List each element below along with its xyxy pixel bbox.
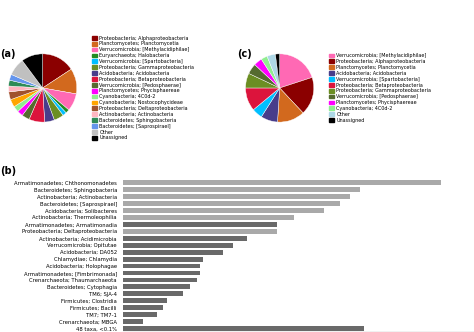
Bar <box>123 298 167 303</box>
Wedge shape <box>43 88 55 122</box>
Wedge shape <box>280 77 314 113</box>
Wedge shape <box>9 88 43 100</box>
Wedge shape <box>9 80 43 88</box>
Wedge shape <box>261 88 280 122</box>
Bar <box>123 285 190 289</box>
Wedge shape <box>267 54 280 88</box>
Wedge shape <box>9 86 43 92</box>
Wedge shape <box>43 88 69 113</box>
Wedge shape <box>18 88 43 115</box>
Wedge shape <box>43 54 71 88</box>
Wedge shape <box>43 88 76 110</box>
Text: (c): (c) <box>237 49 252 59</box>
Bar <box>123 236 247 241</box>
Legend: Proteobacteria; Alphaproteobacteria, Planctomycetes; Planctomycetia, Verrucomicr: Proteobacteria; Alphaproteobacteria, Pla… <box>92 36 194 140</box>
Bar <box>123 264 200 269</box>
Wedge shape <box>246 88 280 110</box>
Wedge shape <box>277 88 303 122</box>
Legend: Verrucomicrobia; [Methylacidiphilae], Proteobacteria; Alphaproteobacteria, Planc: Verrucomicrobia; [Methylacidiphilae], Pr… <box>329 53 431 123</box>
Wedge shape <box>254 88 280 117</box>
Wedge shape <box>14 88 43 112</box>
Bar <box>123 326 364 331</box>
Bar <box>123 257 203 262</box>
Text: (b): (b) <box>0 166 17 176</box>
Bar <box>123 271 200 276</box>
Wedge shape <box>29 88 45 122</box>
Bar <box>123 194 350 199</box>
Wedge shape <box>11 61 43 88</box>
Bar <box>123 319 143 324</box>
Bar <box>123 215 293 220</box>
Bar <box>123 222 277 227</box>
Bar <box>123 250 223 255</box>
Wedge shape <box>43 88 63 120</box>
Bar <box>123 278 197 282</box>
Bar <box>123 180 441 185</box>
Wedge shape <box>43 88 66 115</box>
Bar <box>123 243 234 248</box>
Wedge shape <box>246 73 280 88</box>
Text: (a): (a) <box>0 49 16 59</box>
Wedge shape <box>249 65 280 88</box>
Wedge shape <box>261 56 280 88</box>
Bar <box>123 187 360 192</box>
Wedge shape <box>255 59 280 88</box>
Wedge shape <box>22 54 43 88</box>
Wedge shape <box>22 88 43 119</box>
Bar <box>123 208 324 213</box>
Bar <box>123 305 164 310</box>
Wedge shape <box>9 74 43 88</box>
Bar <box>123 291 183 296</box>
Wedge shape <box>43 69 77 94</box>
Wedge shape <box>275 54 280 88</box>
Wedge shape <box>10 88 43 107</box>
Bar <box>123 229 277 234</box>
Bar <box>123 201 340 206</box>
Wedge shape <box>280 54 312 88</box>
Bar <box>123 312 156 317</box>
